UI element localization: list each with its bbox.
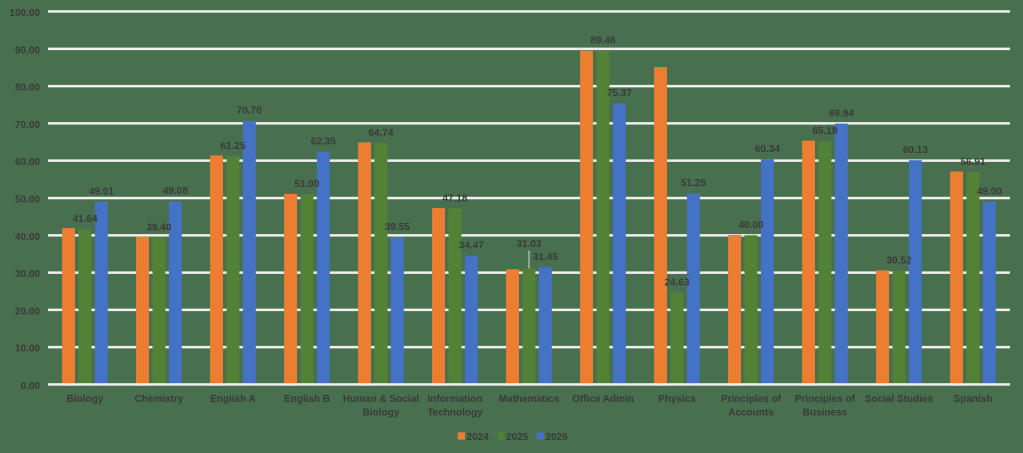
svg-text:0.00: 0.00 <box>21 381 41 392</box>
svg-text:70.00: 70.00 <box>15 120 40 131</box>
svg-text:70.70: 70.70 <box>237 106 262 117</box>
svg-text:40.00: 40.00 <box>738 220 763 231</box>
svg-text:51.25: 51.25 <box>681 178 706 189</box>
svg-text:49.01: 49.01 <box>89 187 114 198</box>
svg-text:60.34: 60.34 <box>755 144 780 155</box>
svg-text:30.00: 30.00 <box>15 269 40 280</box>
svg-text:50.00: 50.00 <box>15 195 40 206</box>
svg-text:Social Studies: Social Studies <box>865 394 934 405</box>
svg-text:24.63: 24.63 <box>664 277 689 288</box>
svg-text:10.00: 10.00 <box>15 344 40 355</box>
svg-text:40.00: 40.00 <box>15 232 40 243</box>
svg-text:English B: English B <box>284 394 330 405</box>
svg-text:31.45: 31.45 <box>533 252 558 263</box>
svg-text:Biology: Biology <box>67 394 104 405</box>
svg-text:51.00: 51.00 <box>294 179 319 190</box>
svg-text:80.00: 80.00 <box>15 83 40 94</box>
svg-text:Spanish: Spanish <box>954 394 993 405</box>
svg-text:Principles of: Principles of <box>795 394 856 405</box>
svg-text:56.91: 56.91 <box>960 157 985 168</box>
svg-text:Accounts: Accounts <box>728 408 774 419</box>
svg-text:62.35: 62.35 <box>311 137 336 148</box>
svg-text:90.00: 90.00 <box>15 45 40 56</box>
svg-text:61.25: 61.25 <box>220 141 245 152</box>
svg-text:2026: 2026 <box>546 432 569 443</box>
svg-text:41.64: 41.64 <box>72 214 97 225</box>
svg-text:65.18: 65.18 <box>812 126 837 137</box>
svg-text:Principles of: Principles of <box>721 394 782 405</box>
svg-text:31.03: 31.03 <box>516 239 541 250</box>
svg-text:49.08: 49.08 <box>163 186 188 197</box>
svg-text:89.46: 89.46 <box>590 36 615 47</box>
svg-text:English A: English A <box>210 394 256 405</box>
svg-text:69.94: 69.94 <box>829 108 854 119</box>
svg-text:64.74: 64.74 <box>368 128 393 139</box>
svg-text:Office Admin: Office Admin <box>572 394 634 405</box>
svg-text:60.13: 60.13 <box>903 145 928 156</box>
svg-text:Human & Social: Human & Social <box>343 394 419 405</box>
svg-text:Mathematics: Mathematics <box>499 394 560 405</box>
svg-text:39.55: 39.55 <box>385 222 410 233</box>
svg-text:39.40: 39.40 <box>146 222 171 233</box>
svg-text:2025: 2025 <box>506 432 529 443</box>
svg-text:30.52: 30.52 <box>886 256 911 267</box>
svg-text:Technology: Technology <box>427 408 483 419</box>
svg-text:Biology: Biology <box>363 408 400 419</box>
svg-text:2024: 2024 <box>467 432 490 443</box>
svg-text:47.18: 47.18 <box>442 193 467 204</box>
svg-text:Business: Business <box>803 408 848 419</box>
svg-text:Information: Information <box>428 394 483 405</box>
svg-text:20.00: 20.00 <box>15 306 40 317</box>
svg-text:100.00: 100.00 <box>9 8 40 19</box>
svg-text:49.00: 49.00 <box>977 187 1002 198</box>
svg-text:Physics: Physics <box>658 394 696 405</box>
svg-text:Chemistry: Chemistry <box>135 394 184 405</box>
svg-text:34.47: 34.47 <box>459 241 484 252</box>
svg-text:60.00: 60.00 <box>15 157 40 168</box>
svg-text:75.37: 75.37 <box>607 88 632 99</box>
